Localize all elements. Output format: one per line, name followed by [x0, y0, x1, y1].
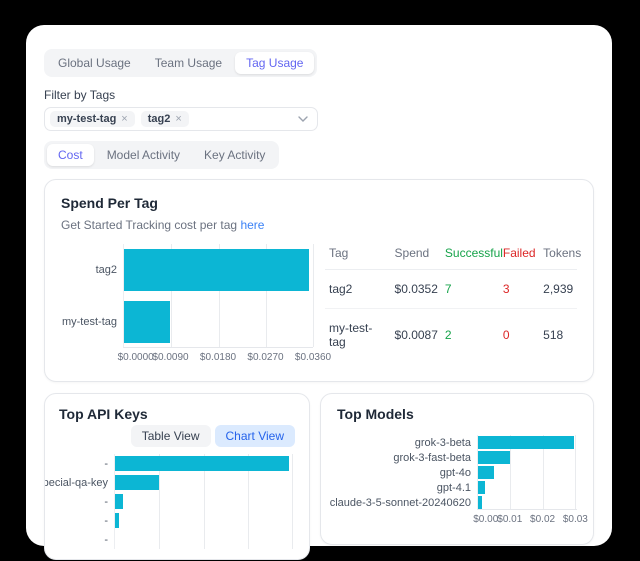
cell-spend: $0.0087	[394, 328, 438, 342]
cell-tag: my-test-tag	[329, 321, 373, 349]
axis-tick-label: $0.01	[497, 514, 523, 525]
category-label: gpt-4.1	[436, 481, 471, 494]
gridline	[203, 454, 205, 549]
tab-global-usage[interactable]: Global Usage	[58, 56, 131, 70]
col-header-tokens: Tokens	[539, 244, 581, 270]
view-toggle-buttons: Table View Chart View	[59, 425, 295, 447]
cell-failed: 3	[498, 269, 540, 309]
remove-tag-icon[interactable]: ×	[175, 113, 182, 125]
top-api-keys-card: Top API Keys Table View Chart View - peci…	[44, 393, 310, 560]
axis-tick-label: $0.00	[473, 514, 499, 525]
bar	[478, 496, 482, 509]
gridline	[218, 244, 220, 347]
gridline	[265, 244, 267, 347]
gridline	[313, 244, 314, 347]
table-row: my-test-tag $0.0087 2 0 518	[325, 309, 577, 362]
tab-cost[interactable]: Cost	[47, 144, 94, 166]
cell-successful: 2	[444, 328, 452, 342]
category-label: pecial-qa-key	[44, 476, 108, 489]
tab-key-activity[interactable]: Key Activity	[204, 148, 266, 162]
gridline	[542, 435, 544, 509]
bar	[115, 456, 290, 471]
api-keys-card-title: Top API Keys	[59, 406, 148, 422]
spend-card-content: tag2 my-test-tag $0.0000 $0.0090 $0.0180 $0.0…	[61, 244, 581, 366]
tab-model-activity[interactable]: Model Activity	[106, 148, 181, 162]
usage-tablist: Global Usage Team Usage Tag Usage	[44, 49, 318, 77]
gridline	[575, 435, 577, 509]
category-label: -	[104, 533, 108, 546]
view-tablist: Cost Model Activity Key Activity	[44, 141, 280, 169]
col-header-spend: Spend	[390, 244, 441, 270]
axis-tick-label: $0.0270	[247, 352, 284, 363]
bar	[478, 481, 486, 494]
gridline	[171, 244, 173, 347]
tag-filter-select[interactable]: my-test-tag × tag2 ×	[44, 107, 318, 131]
top-models-card: Top Models grok-3-beta grok-3-fast-beta gp…	[320, 393, 594, 545]
bar	[115, 494, 124, 509]
cell-successful: 7	[440, 269, 499, 309]
category-label: -	[104, 495, 108, 508]
tag-chip-label: my-test-tag	[57, 113, 117, 125]
bar	[124, 301, 170, 343]
spend-card-title: Spend Per Tag	[61, 195, 158, 211]
category-label: -	[104, 514, 108, 527]
bar	[478, 466, 494, 479]
col-header-tag: Tag	[325, 244, 391, 270]
top-api-keys-chart: - pecial-qa-key - - -	[45, 454, 295, 549]
table-header-row: Tag Spend Successful Failed Tokens	[325, 244, 581, 270]
col-header-successful: Successful	[440, 244, 503, 270]
tag-chip[interactable]: my-test-tag ×	[50, 111, 135, 127]
spend-card-subtitle: Get Started Tracking cost per tag here	[61, 218, 577, 232]
tab-team-usage[interactable]: Team Usage	[154, 56, 223, 70]
category-label: -	[104, 457, 108, 470]
axis-tick-label: $0.0090	[152, 352, 189, 363]
cell-tokens: 2,939	[539, 269, 577, 309]
get-started-link[interactable]: here	[240, 218, 265, 232]
bar	[124, 249, 309, 291]
category-label: my-test-tag	[61, 316, 117, 328]
table-view-button[interactable]: Table View	[130, 425, 211, 447]
tag-chip-label: tag2	[147, 113, 171, 125]
top-models-chart: grok-3-beta grok-3-fast-beta gpt-4o gpt-4.1…	[330, 435, 588, 528]
spend-per-tag-chart: tag2 my-test-tag $0.0000 $0.0090 $0.0180 $0.0…	[61, 244, 331, 366]
axis-tick-label: $0.0360	[294, 352, 332, 363]
remove-tag-icon[interactable]: ×	[121, 113, 128, 125]
spend-per-tag-card: Spend Per Tag Get Started Tracking cost …	[44, 179, 594, 382]
category-label: tag2	[95, 264, 117, 276]
bar	[115, 475, 160, 490]
cell-spend: $0.0352	[390, 269, 441, 309]
axis-tick-label: $0.02	[530, 514, 556, 525]
category-label: gpt-4o	[439, 466, 471, 479]
gridline	[510, 435, 512, 509]
category-label: grok-3-beta	[414, 436, 471, 449]
tag-chip[interactable]: tag2 ×	[140, 111, 189, 127]
bar	[115, 513, 119, 528]
gridline	[247, 454, 249, 549]
app-window: Global Usage Team Usage Tag Usage Filter…	[26, 25, 612, 560]
filter-by-tags-label: Filter by Tags	[44, 88, 116, 102]
bottom-cards-row: Top API Keys Table View Chart View - peci…	[44, 393, 594, 560]
col-header-failed: Failed	[498, 244, 540, 270]
spend-per-tag-table: Tag Spend Successful Failed Tokens tag2 …	[325, 244, 581, 366]
axis-tick-label: $0.0180	[199, 352, 237, 363]
bar	[478, 436, 574, 449]
cell-tag: tag2	[325, 269, 391, 309]
chart-view-button[interactable]: Chart View	[214, 425, 295, 447]
axis-tick-label: $0.03	[562, 514, 588, 525]
subtitle-text: Get Started Tracking cost per tag	[61, 218, 238, 232]
table-row: tag2 $0.0352 7 3 2,939	[325, 269, 577, 309]
category-label: grok-3-fast-beta	[393, 451, 471, 464]
bar	[478, 451, 511, 464]
tab-tag-usage[interactable]: Tag Usage	[235, 52, 315, 74]
axis-tick-label: $0.0000	[117, 352, 154, 363]
cell-tokens: 518	[543, 328, 564, 342]
category-label: claude-3-5-sonnet-20240620	[329, 496, 471, 509]
cell-failed: 0	[502, 328, 510, 342]
gridline	[159, 454, 161, 549]
chevron-down-icon[interactable]	[298, 116, 308, 122]
gridline	[292, 454, 294, 549]
models-card-title: Top Models	[337, 406, 414, 422]
